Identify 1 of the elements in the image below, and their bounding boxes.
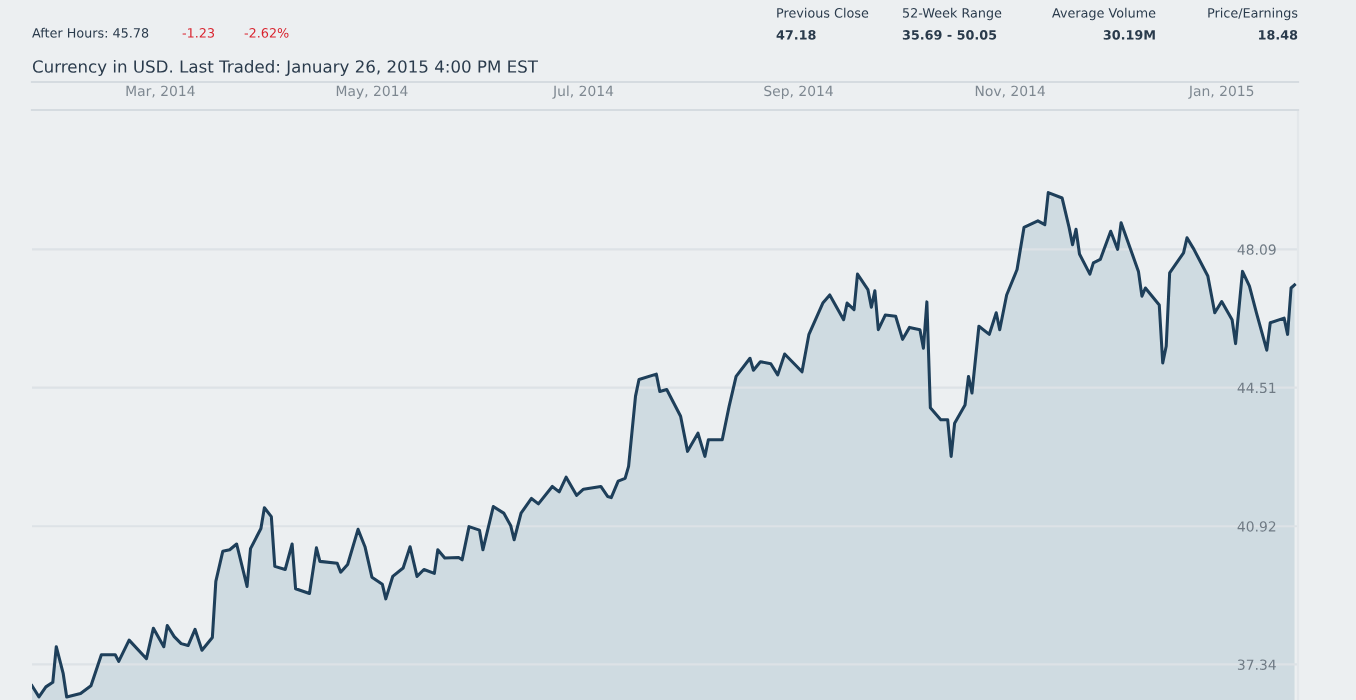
chart-title: Currency in USD. Last Traded: January 26, 2015 4:00 PM EST [32, 59, 538, 77]
